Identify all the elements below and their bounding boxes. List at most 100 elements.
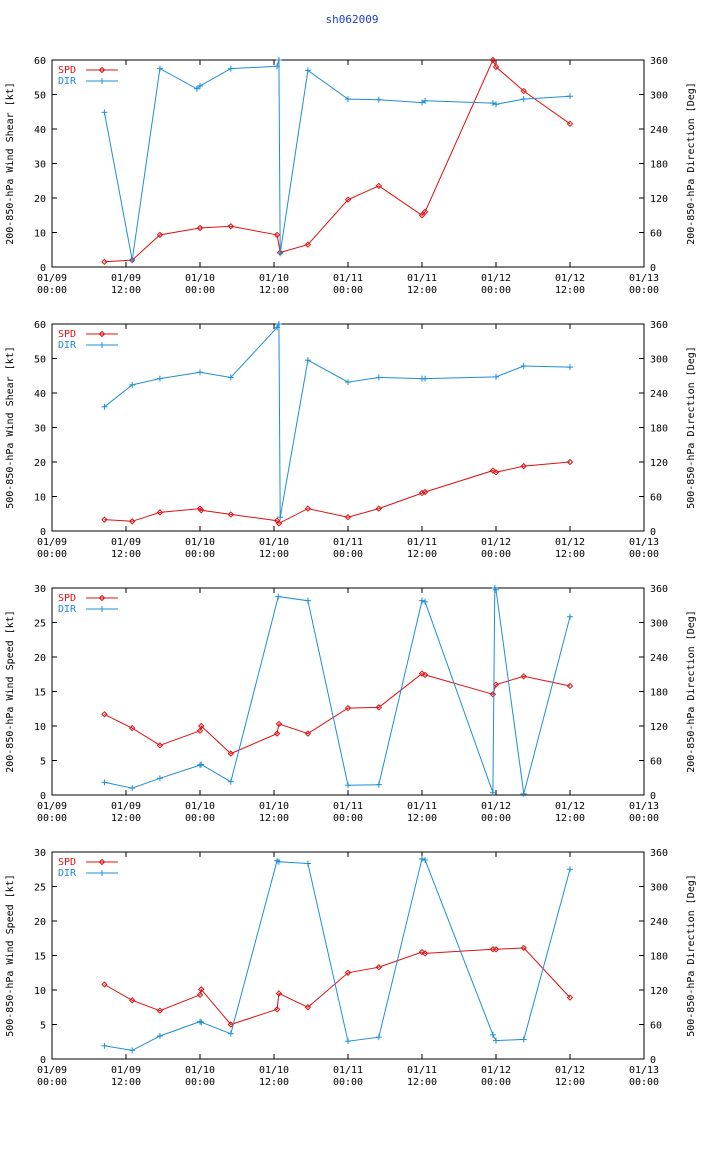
y-tick-label: 60 bbox=[34, 56, 46, 67]
spd-point bbox=[304, 505, 312, 512]
y-tick-label: 10 bbox=[34, 986, 46, 997]
y-tick-label: 0 bbox=[40, 791, 46, 802]
spd-point bbox=[198, 986, 205, 993]
chart-svg-2: 010203040506006012018024030036001/0900:0… bbox=[5, 320, 697, 560]
y-tick-label: 30 bbox=[34, 848, 46, 859]
dir-point bbox=[304, 860, 311, 867]
y-tick-label: 20 bbox=[34, 653, 46, 664]
x-tick-label-date: 01/11 bbox=[407, 1065, 437, 1076]
spd-point bbox=[492, 63, 500, 71]
spd-point bbox=[275, 720, 283, 728]
x-tick-label-date: 01/13 bbox=[629, 801, 659, 812]
x-tick-label-time: 00:00 bbox=[185, 813, 215, 824]
x-tick-label-date: 01/09 bbox=[111, 801, 141, 812]
spd-point bbox=[375, 505, 383, 512]
y-tick-label: 0 bbox=[40, 527, 46, 538]
spd-point bbox=[520, 673, 527, 680]
x-tick-label-time: 00:00 bbox=[333, 1077, 363, 1088]
x-tick-label-date: 01/09 bbox=[37, 273, 67, 284]
dir-point bbox=[129, 257, 136, 264]
dir-point bbox=[493, 1037, 499, 1044]
x-tick-label-time: 12:00 bbox=[407, 1077, 437, 1088]
spd-point bbox=[304, 1004, 312, 1011]
x-tick-label-time: 00:00 bbox=[185, 285, 215, 296]
dir-point bbox=[198, 761, 205, 768]
x-tick-label-date: 01/13 bbox=[629, 1065, 659, 1076]
dir-point bbox=[156, 375, 163, 382]
spd-point bbox=[304, 730, 312, 737]
legend-label-spd: SPD bbox=[58, 329, 76, 340]
dir-point bbox=[156, 65, 163, 72]
y-axis-label: 200-850-hPa Wind Shear [kt] bbox=[5, 82, 16, 245]
x-tick-label-time: 12:00 bbox=[259, 1077, 289, 1088]
x-tick-label-time: 00:00 bbox=[37, 813, 67, 824]
series-line-spd bbox=[104, 947, 571, 1026]
dir-point bbox=[345, 379, 351, 386]
y-tick-label: 60 bbox=[34, 320, 46, 331]
legend-marker bbox=[98, 66, 106, 74]
x-tick-label-time: 12:00 bbox=[555, 813, 585, 824]
y-tick-label: 15 bbox=[34, 688, 46, 699]
dir-point bbox=[227, 778, 234, 785]
x-tick-label-time: 12:00 bbox=[555, 285, 585, 296]
series-line-spd bbox=[104, 58, 571, 263]
spd-point bbox=[421, 208, 429, 216]
dir-point bbox=[275, 593, 282, 600]
x-tick-label-date: 01/10 bbox=[185, 537, 215, 548]
y-tick-label: 50 bbox=[34, 355, 46, 366]
dir-point bbox=[227, 1030, 234, 1037]
spd-point bbox=[304, 241, 312, 248]
y2-tick-label: 300 bbox=[650, 91, 668, 102]
legend-label-dir: DIR bbox=[58, 340, 77, 351]
dir-point bbox=[101, 779, 108, 786]
chart-panel-4: 0 5 10 15 20 25 30 0 60 120 180 240 300 360 01/09 00:00… bbox=[0, 844, 704, 1108]
y2-axis-label: 500-850-hPa Direction [Deg] bbox=[686, 874, 697, 1037]
x-tick-label-date: 01/10 bbox=[259, 273, 289, 284]
dir-point bbox=[101, 403, 108, 410]
spd-point bbox=[421, 671, 429, 679]
y-tick-label: 40 bbox=[34, 125, 46, 136]
spd-point bbox=[421, 488, 429, 496]
x-tick-label-date: 01/11 bbox=[407, 273, 437, 284]
dir-point bbox=[101, 1042, 108, 1049]
dir-point bbox=[304, 357, 311, 364]
y2-tick-label: 0 bbox=[650, 791, 656, 802]
y-axis-label: 200-850-hPa Wind Speed [kt] bbox=[5, 610, 16, 773]
legend-label-spd: SPD bbox=[58, 65, 76, 76]
x-tick-label-date: 01/09 bbox=[111, 273, 141, 284]
series-line-dir bbox=[104, 323, 571, 518]
y-tick-label: 10 bbox=[34, 722, 46, 733]
y2-tick-label: 60 bbox=[650, 757, 662, 768]
dir-point bbox=[422, 598, 429, 605]
spd-point bbox=[156, 1007, 164, 1014]
spd-point bbox=[101, 981, 108, 988]
y2-tick-label: 60 bbox=[650, 1021, 662, 1032]
x-tick-label-date: 01/10 bbox=[259, 537, 289, 548]
dir-point bbox=[156, 1033, 163, 1039]
spd-point bbox=[492, 469, 500, 476]
dir-point bbox=[419, 855, 425, 862]
x-tick-label-time: 12:00 bbox=[259, 549, 289, 560]
x-tick-label-time: 12:00 bbox=[111, 549, 141, 560]
y-tick-label: 20 bbox=[34, 194, 46, 205]
y-tick-label: 10 bbox=[34, 493, 46, 504]
dir-point bbox=[520, 790, 527, 797]
y-axis-label: 500-850-hPa Wind Speed [kt] bbox=[5, 874, 16, 1037]
spd-point bbox=[275, 990, 283, 997]
dir-point bbox=[227, 65, 234, 72]
spd-point bbox=[101, 516, 108, 523]
spd-point bbox=[421, 950, 429, 957]
spd-point bbox=[375, 964, 383, 971]
spd-point bbox=[273, 1006, 281, 1013]
x-tick-label-date: 01/13 bbox=[629, 537, 659, 548]
x-tick-label-time: 12:00 bbox=[111, 813, 141, 824]
spd-point bbox=[489, 56, 497, 64]
y2-tick-label: 120 bbox=[650, 194, 668, 205]
y2-axis-label: 500-850-hPa Direction [Deg] bbox=[686, 346, 697, 509]
x-tick-label-date: 01/10 bbox=[259, 1065, 289, 1076]
spd-point bbox=[418, 212, 426, 219]
spd-point bbox=[418, 489, 426, 497]
spd-point bbox=[344, 969, 352, 976]
x-tick-label-date: 01/10 bbox=[185, 273, 215, 284]
y-tick-label: 30 bbox=[34, 584, 46, 595]
